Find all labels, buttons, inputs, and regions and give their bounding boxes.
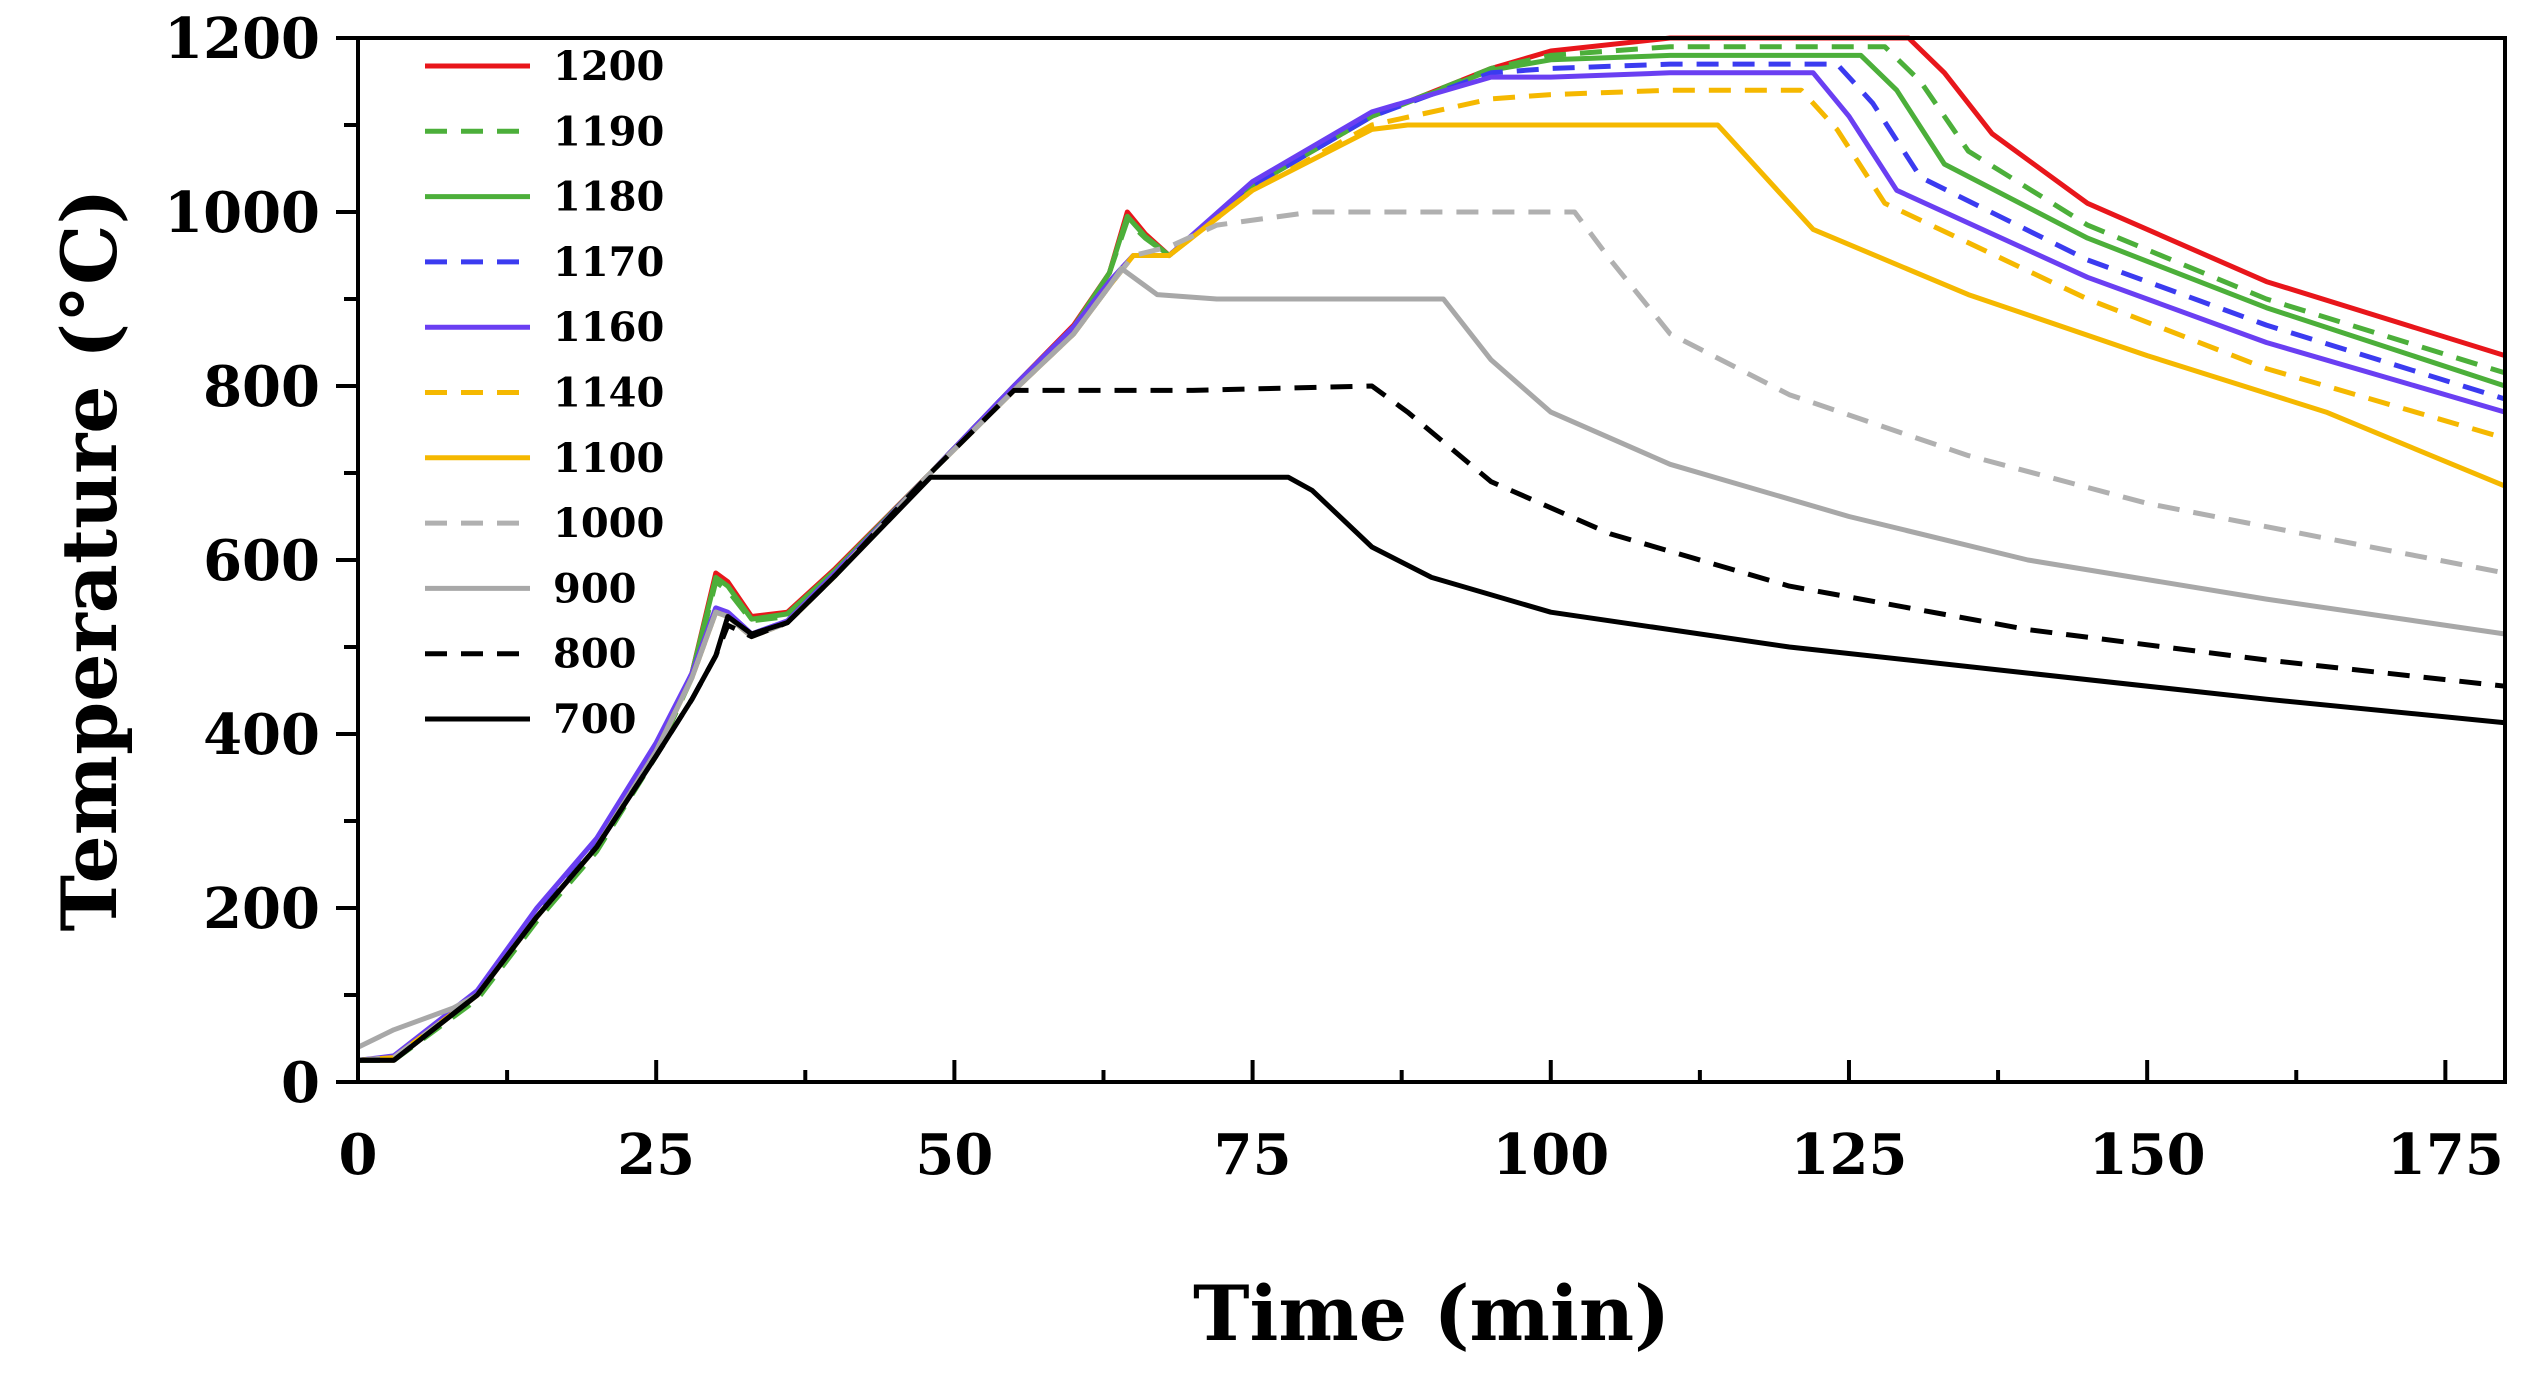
y-tick-label: 0 — [281, 1050, 320, 1116]
legend-label: 900 — [553, 565, 637, 612]
legend-item-1170: 1170 — [425, 239, 664, 286]
y-axis-title: Temperature (°C) — [45, 188, 134, 931]
series-line-1000 — [357, 209, 2506, 1063]
legend-item-1200: 1200 — [425, 43, 664, 90]
ticks-layer: 0 25 50 75 100 125 150 175 0 200 400 600 800 1000 1200 — [164, 6, 2504, 1188]
legend-label: 1160 — [553, 304, 664, 351]
y-tick-label: 1200 — [164, 6, 320, 72]
x-tick-label: 175 — [2387, 1122, 2504, 1188]
legend-label: 1140 — [553, 370, 664, 417]
y-tick-label: 600 — [203, 528, 320, 594]
y-tick-label: 400 — [203, 702, 320, 768]
legend: 1200 1190 1180 1170 1160 1140 1100 1000 900 800 70… — [425, 43, 664, 743]
legend-label: 1200 — [553, 43, 664, 90]
x-axis-title: Time (min) — [1193, 1269, 1670, 1358]
x-tick-label: 0 — [339, 1122, 378, 1188]
legend-label: 1100 — [553, 435, 664, 482]
legend-item-1100: 1100 — [425, 435, 664, 482]
legend-item-1180: 1180 — [425, 174, 664, 221]
x-tick-label: 25 — [617, 1122, 695, 1188]
series-line-700 — [358, 474, 2506, 1063]
legend-label: 1190 — [553, 108, 664, 155]
legend-item-800: 800 — [425, 631, 637, 678]
legend-label: 1180 — [553, 174, 664, 221]
legend-label: 1170 — [553, 239, 664, 286]
series-layer — [356, 35, 2506, 1063]
legend-item-1140: 1140 — [425, 370, 664, 417]
legend-label: 800 — [553, 631, 637, 678]
legend-item-700: 700 — [425, 696, 637, 743]
y-tick-label: 1000 — [164, 180, 320, 246]
y-tick-label: 800 — [203, 354, 320, 420]
y-tick-label: 200 — [203, 876, 320, 942]
legend-label: 700 — [553, 696, 637, 743]
x-tick-label: 150 — [2089, 1122, 2206, 1188]
legend-label: 1000 — [553, 500, 664, 547]
x-tick-label: 100 — [1492, 1122, 1609, 1188]
series-line-1160 — [357, 70, 2506, 1063]
x-tick-label: 50 — [915, 1122, 993, 1188]
legend-item-900: 900 — [425, 565, 637, 612]
legend-item-1000: 1000 — [425, 500, 664, 547]
legend-item-1190: 1190 — [425, 108, 664, 155]
x-tick-label: 75 — [1214, 1122, 1292, 1188]
x-tick-label: 125 — [1791, 1122, 1908, 1188]
legend-item-1160: 1160 — [425, 304, 664, 351]
